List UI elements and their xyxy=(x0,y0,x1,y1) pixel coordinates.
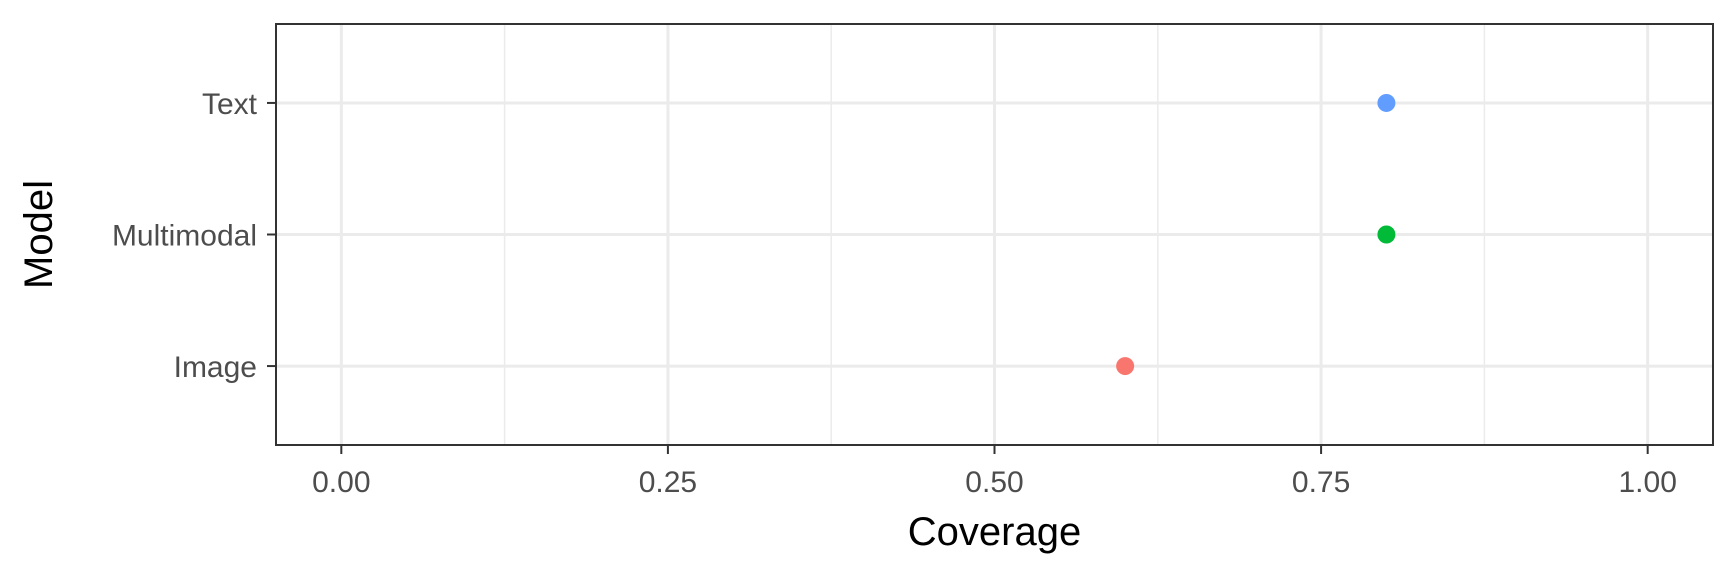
y-tick-label: Multimodal xyxy=(112,220,257,253)
data-point-multimodal xyxy=(1377,225,1396,244)
x-tick-label: 0.25 xyxy=(639,466,697,499)
x-tick-label: 0.00 xyxy=(312,466,370,499)
y-axis-title: Model xyxy=(17,180,61,289)
data-point-image xyxy=(1116,357,1135,376)
x-tick-label: 0.50 xyxy=(965,466,1023,499)
y-tick-label: Text xyxy=(202,88,258,121)
x-tick-label: 1.00 xyxy=(1618,466,1676,499)
axis-ticks: 0.00 0.25 0.50 0.75 1.00 Image Multimodal Text xyxy=(112,88,1677,499)
data-points xyxy=(1116,93,1396,376)
x-axis-title: Coverage xyxy=(908,510,1081,554)
x-tick-label: 0.75 xyxy=(1292,466,1350,499)
plot-panel-border xyxy=(275,23,1714,446)
data-point-text xyxy=(1377,93,1396,112)
grid-lines xyxy=(276,24,1713,445)
y-tick-label: Image xyxy=(174,351,257,384)
